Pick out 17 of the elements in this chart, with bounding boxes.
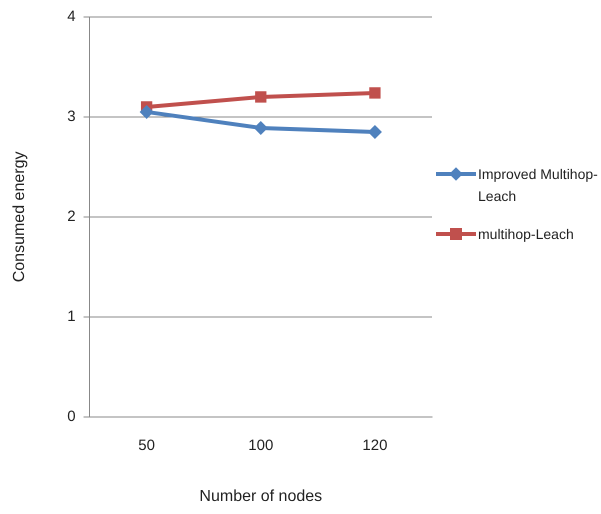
point [369, 87, 381, 99]
y-tick-label: 1 [67, 308, 76, 325]
x-tick-label: 120 [362, 436, 388, 454]
legend-label: Improved Multihop-Leach [478, 165, 599, 206]
point [255, 91, 266, 103]
x-axis-title: Number of nodes [199, 488, 322, 505]
y-tick-label: 3 [67, 108, 76, 126]
x-tick-label: 50 [138, 436, 155, 454]
y-tick-label: 4 [67, 8, 76, 26]
y-axis-title: Consumed energy [11, 152, 28, 282]
legend-label: multihop-Leach [478, 225, 574, 244]
point [254, 120, 268, 135]
point [368, 124, 382, 139]
x-tick-label: 100 [248, 436, 274, 454]
y-tick-label: 0 [67, 408, 76, 425]
y-tick-label: 2 [67, 208, 76, 226]
point [140, 104, 154, 119]
